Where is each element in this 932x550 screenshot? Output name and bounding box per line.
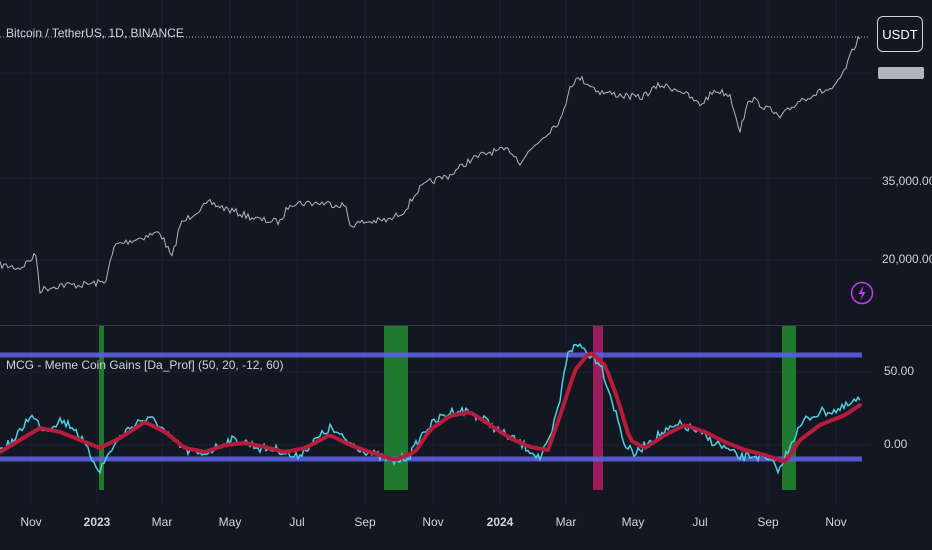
bull-zone [782, 326, 796, 490]
time-axis-label: Nov [20, 515, 42, 529]
bull-zone [384, 326, 408, 490]
symbol-title: Bitcoin / TetherUS, 1D, BINANCE [6, 26, 184, 40]
time-axis-label: 2024 [486, 515, 514, 529]
time-axis-label: Jul [289, 515, 305, 529]
indicator-axis-label-50: 50.00 [884, 364, 915, 378]
indicator-axis-label-0: 0.00 [884, 437, 908, 451]
time-axis-label: Mar [151, 515, 173, 529]
indicator-title: MCG - Meme Coin Gains [Da_Prof] (50, 20,… [6, 358, 284, 372]
last-price-tag [878, 67, 924, 79]
time-axis-label: Sep [354, 515, 376, 529]
time-axis-label: May [621, 515, 645, 529]
time-axis-label: 2023 [83, 515, 111, 529]
time-axis-label: Nov [825, 515, 847, 529]
time-axis-label: Sep [757, 515, 779, 529]
currency-button[interactable]: USDT [877, 16, 923, 52]
time-axis-label: Mar [555, 515, 577, 529]
price-axis-label-35000: 35,000.00 [882, 174, 932, 188]
bear-zone [593, 326, 603, 490]
time-axis-label: Jul [692, 515, 708, 529]
lightning-bolt-icon[interactable] [850, 281, 874, 305]
time-axis-label: Nov [422, 515, 444, 529]
price-series-line [0, 36, 861, 294]
pane-divider[interactable] [0, 325, 932, 326]
price-axis-label-20000: 20,000.00 [882, 252, 932, 266]
time-axis-label: May [218, 515, 242, 529]
signal-line [0, 351, 862, 464]
bull-zone [99, 326, 104, 490]
